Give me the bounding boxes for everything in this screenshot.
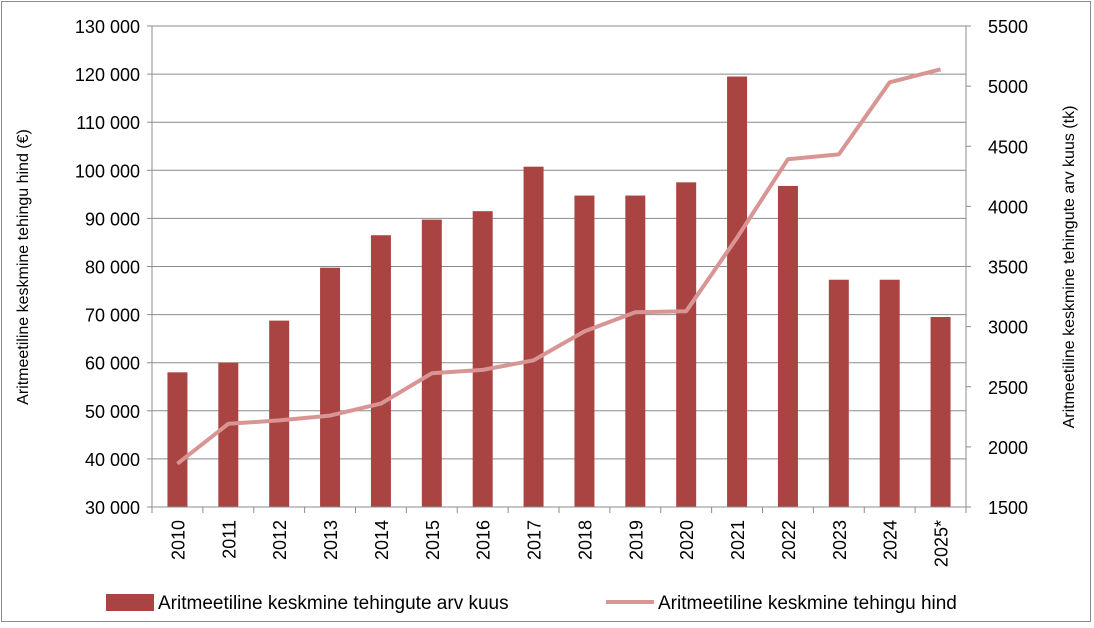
left-tick-label: 40 000 — [85, 450, 140, 470]
left-tick-label: 90 000 — [85, 209, 140, 229]
right-tick-label: 1500 — [988, 498, 1028, 518]
bar — [524, 167, 544, 507]
bar — [727, 77, 747, 507]
x-tick-label: 2015 — [423, 520, 443, 560]
bar — [829, 280, 849, 507]
left-tick-label: 70 000 — [85, 306, 140, 326]
bar — [422, 220, 442, 507]
left-tick-label: 100 000 — [75, 161, 140, 181]
x-tick-label: 2014 — [372, 520, 392, 560]
x-tick-label: 2022 — [779, 520, 799, 560]
right-tick-label: 5000 — [988, 77, 1028, 97]
legend: Aritmeetiline keskmine tehingute arv kuu… — [106, 593, 957, 614]
legend-bar-swatch — [106, 594, 154, 611]
x-tick-label: 2019 — [626, 520, 646, 560]
right-tick-label: 5500 — [988, 17, 1028, 37]
bar — [574, 196, 594, 507]
bar — [931, 317, 951, 507]
left-tick-label: 50 000 — [85, 402, 140, 422]
right-axis-ticks: 1500 2000 2500 3000 3500 4000 4500 5000 5500 — [988, 17, 1028, 518]
right-tick-label: 4500 — [988, 137, 1028, 157]
right-tick-label: 2500 — [988, 378, 1028, 398]
bar — [320, 268, 340, 507]
left-tick-label: 110 000 — [76, 113, 140, 133]
x-axis-ticks: 2010 2011 2012 2013 2014 2015 2016 2017 2018 2019… — [168, 520, 951, 567]
left-tick-label: 130 000 — [75, 17, 140, 37]
x-tick-label: 2012 — [270, 520, 290, 560]
x-tick-label: 2023 — [830, 520, 850, 560]
bar — [167, 372, 187, 507]
left-tick-label: 30 000 — [85, 498, 140, 518]
right-tick-label: 3000 — [988, 318, 1028, 338]
bar — [676, 182, 696, 507]
x-tick-label: 2016 — [474, 520, 494, 560]
x-tick-label: 2017 — [525, 520, 545, 560]
x-tick-label: 2018 — [575, 520, 595, 560]
x-tick-label: 2025* — [932, 520, 952, 567]
right-axis-title: Aritmeetiline keskmine tehingute arv kuu… — [1061, 106, 1078, 429]
bar — [269, 321, 289, 507]
legend-line-label: Aritmeetiline keskmine tehingu hind — [658, 593, 957, 614]
left-axis-title: Aritmeetiline keskmine tehingu hind (€) — [15, 129, 32, 405]
bar — [371, 235, 391, 507]
bar — [880, 280, 900, 507]
bar-series — [167, 77, 950, 507]
left-tick-label: 60 000 — [85, 354, 140, 374]
bar — [625, 196, 645, 507]
x-tick-label: 2020 — [677, 520, 697, 560]
x-tick-label: 2021 — [728, 520, 748, 560]
x-tick-label: 2013 — [321, 520, 341, 560]
left-tick-label: 80 000 — [85, 258, 140, 278]
x-tick-label: 2011 — [219, 520, 239, 559]
legend-bar-label: Aritmeetiline keskmine tehingute arv kuu… — [158, 593, 509, 614]
bar — [218, 363, 238, 507]
left-axis-ticks: 30 000 40 000 50 000 60 000 70 000 80 000 90 0… — [75, 17, 140, 518]
x-tick-label: 2024 — [881, 520, 901, 560]
bar — [473, 211, 493, 507]
right-tick-label: 3500 — [988, 258, 1028, 278]
right-tick-label: 2000 — [988, 438, 1028, 458]
bar — [778, 186, 798, 507]
right-tick-label: 4000 — [988, 197, 1028, 217]
x-tick-label: 2010 — [168, 520, 188, 560]
left-tick-label: 120 000 — [75, 65, 140, 85]
